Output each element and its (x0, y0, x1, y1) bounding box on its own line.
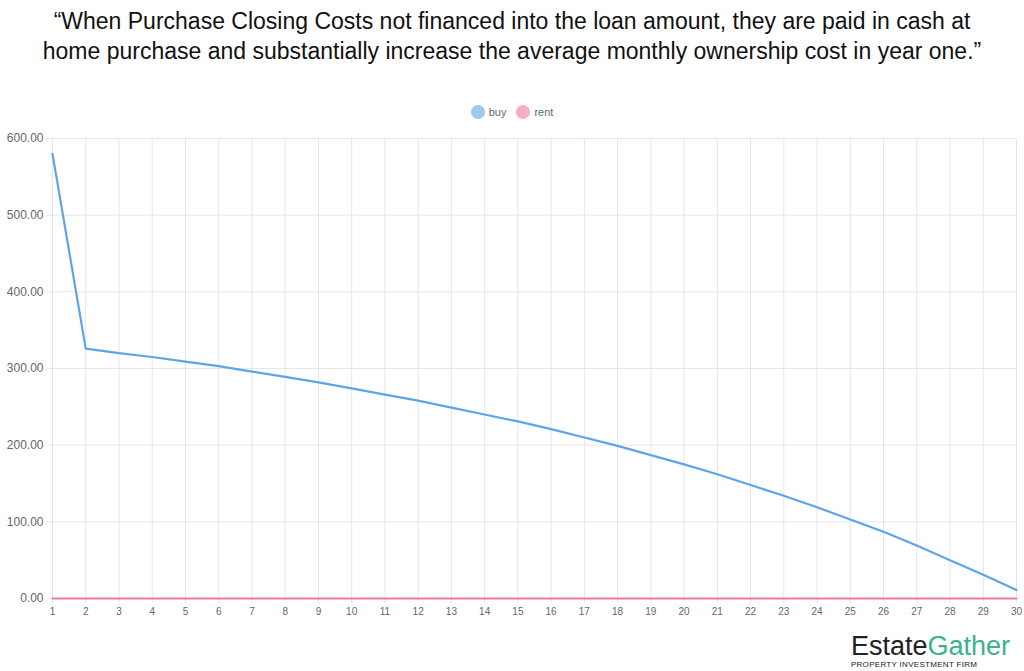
html-text:PROPERTY INVESTMENT FIRM: PROPERTY INVESTMENT FIRM (850, 660, 978, 669)
html-text:buy: buy (488, 106, 507, 118)
svg-text:500.00: 500.00 (7, 208, 44, 222)
svg-text:29: 29 (978, 606, 990, 617)
svg-text:3: 3 (116, 606, 122, 617)
svg-text:8: 8 (282, 606, 288, 617)
svg-text:27: 27 (911, 606, 923, 617)
svg-text:30: 30 (1011, 606, 1023, 617)
svg-text:20: 20 (679, 606, 691, 617)
svg-text:7: 7 (249, 606, 255, 617)
html-text:“When Purchase Closing Costs n: “When Purchase Closing Costs not finance… (42, 8, 982, 64)
svg-text:19: 19 (645, 606, 657, 617)
svg-text:26: 26 (878, 606, 890, 617)
svg-text:17: 17 (579, 606, 591, 617)
svg-text:2: 2 (83, 606, 89, 617)
svg-text:300.00: 300.00 (7, 361, 44, 375)
svg-text:23: 23 (778, 606, 790, 617)
svg-text:21: 21 (712, 606, 724, 617)
svg-text:25: 25 (845, 606, 857, 617)
svg-text:13: 13 (446, 606, 458, 617)
svg-text:400.00: 400.00 (7, 285, 44, 299)
svg-text:18: 18 (612, 606, 624, 617)
svg-text:15: 15 (512, 606, 524, 617)
svg-text:4: 4 (149, 606, 155, 617)
svg-text:14: 14 (479, 606, 491, 617)
svg-text:16: 16 (546, 606, 558, 617)
svg-text:5: 5 (183, 606, 189, 617)
html-text:Estate Gather: Estate Gather (850, 631, 1010, 661)
svg-text:600.00: 600.00 (7, 131, 44, 145)
svg-text:100.00: 100.00 (7, 515, 44, 529)
svg-text:22: 22 (745, 606, 757, 617)
svg-text:12: 12 (413, 606, 425, 617)
svg-text:6: 6 (216, 606, 222, 617)
svg-text:0.00: 0.00 (20, 591, 44, 605)
svg-text:28: 28 (944, 606, 956, 617)
svg-text:200.00: 200.00 (7, 438, 44, 452)
svg-text:11: 11 (380, 606, 391, 617)
svg-text:9: 9 (316, 606, 322, 617)
html-text:rent: rent (534, 106, 554, 118)
svg-text:1: 1 (50, 606, 56, 617)
svg-text:24: 24 (811, 606, 823, 617)
svg-text:10: 10 (346, 606, 358, 617)
